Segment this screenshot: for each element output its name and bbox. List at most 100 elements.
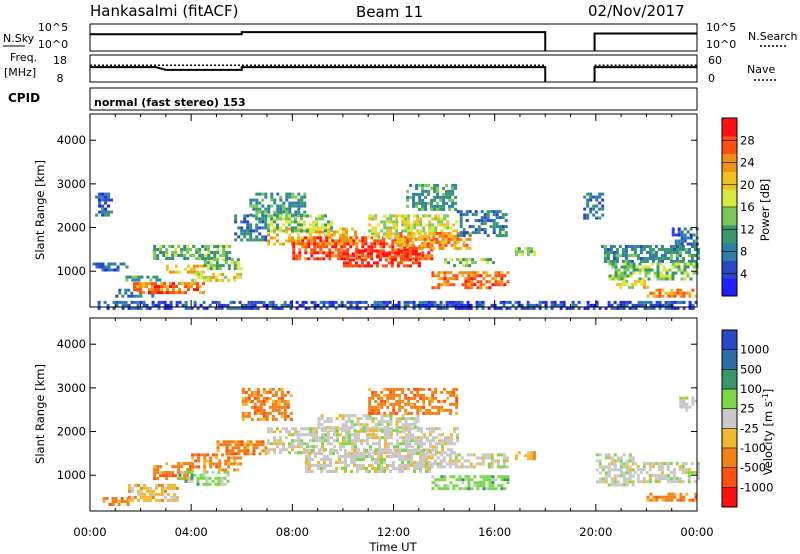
data-cell [228,449,232,453]
data-cell [276,214,279,218]
data-cell [311,470,314,473]
data-cell [315,223,318,227]
data-cell [604,480,608,484]
data-cell [431,226,435,230]
data-cell [236,272,240,276]
data-cell [273,236,276,240]
data-cell [271,387,275,391]
data-cell [433,186,437,190]
data-cell [337,251,341,255]
data-cell [412,201,416,205]
data-cell [192,254,196,257]
data-cell [300,427,303,431]
data-cell [120,497,124,500]
data-cell [440,229,444,233]
data-cell [444,436,447,440]
data-cell [386,426,390,430]
data-cell [300,451,303,455]
data-cell [586,303,590,307]
data-cell [601,213,605,217]
data-cell [183,474,187,478]
data-cell [386,387,390,391]
data-cell [382,306,386,310]
data-cell [270,427,273,431]
data-cell [410,455,413,458]
data-cell [667,300,671,304]
data-cell [424,257,428,261]
data-cell [651,462,655,466]
data-cell [384,433,387,437]
data-cell [440,283,444,287]
data-cell [608,262,612,266]
data-cell [145,285,148,289]
data-cell [408,264,412,268]
data-cell [688,300,692,304]
data-cell [421,204,425,208]
data-cell [457,453,461,457]
data-cell [249,229,253,233]
data-cell [586,201,590,205]
data-cell [356,417,360,421]
data-cell [506,481,510,485]
data-cell [473,274,477,278]
data-cell [327,439,330,443]
data-cell [440,405,444,409]
data-cell [416,405,420,409]
data-cell [664,300,668,304]
data-cell [358,251,362,255]
data-cell [323,455,326,458]
data-cell [434,286,438,290]
data-cell [678,251,682,254]
data-cell [309,229,312,233]
data-cell [451,303,455,307]
data-cell [673,495,677,499]
data-cell [261,220,265,224]
data-cell [309,430,312,434]
data-cell [318,230,321,234]
data-cell [136,498,140,502]
data-cell [212,264,216,268]
data-cell [148,495,152,499]
data-cell [457,306,461,310]
data-cell [113,262,117,266]
data-cell [417,445,420,449]
data-cell [177,465,181,469]
data-cell [443,280,447,284]
data-cell [309,227,312,231]
data-cell [378,249,382,253]
data-cell [687,260,691,263]
data-cell [460,300,464,304]
data-cell [395,399,399,403]
data-cell [352,242,356,246]
data-cell [466,303,470,307]
data-cell [183,245,187,248]
data-cell [684,248,688,251]
data-cell [201,270,205,274]
data-cell [172,495,176,499]
data-cell [407,399,411,403]
data-cell [383,470,386,473]
data-cell [195,251,199,254]
data-cell [256,387,260,391]
data-cell [216,440,220,444]
data-cell [300,445,303,449]
data-cell [220,306,224,310]
data-cell [142,495,146,499]
data-cell [382,254,386,258]
data-cell [325,306,329,310]
data-cell [261,213,265,217]
data-cell [393,258,397,262]
data-cell [667,294,671,298]
data-cell [315,230,318,234]
data-cell [216,251,220,254]
data-cell [395,229,399,233]
data-cell [222,251,226,254]
data-cell [362,429,366,433]
data-cell [482,478,486,482]
data-cell [679,396,683,400]
data-cell [357,433,360,437]
data-cell [264,223,268,227]
data-cell [413,470,416,473]
data-cell [639,257,643,260]
data-cell [619,456,623,460]
